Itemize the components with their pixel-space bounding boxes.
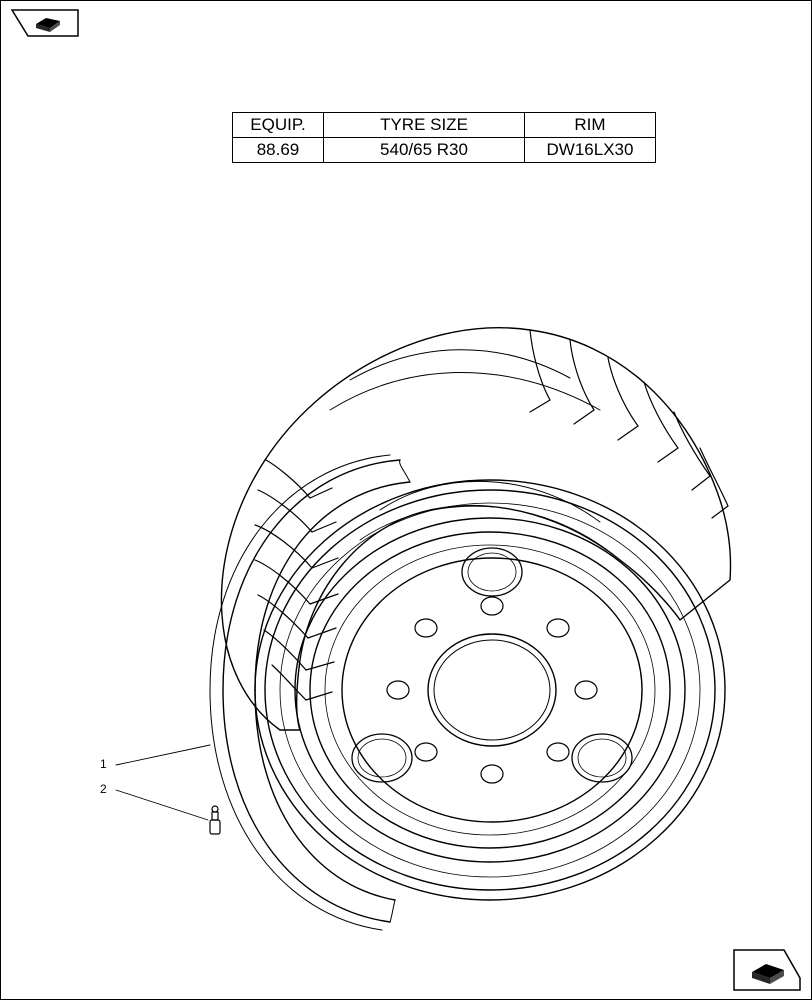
cell-rim: DW16LX30	[525, 138, 656, 163]
wheel-diagram: 1 2	[60, 260, 760, 940]
nav-next-icon[interactable]	[732, 948, 802, 992]
header-equip: EQUIP.	[233, 113, 324, 138]
cell-equip: 88.69	[233, 138, 324, 163]
header-tyre: TYRE SIZE	[324, 113, 525, 138]
header-rim: RIM	[525, 113, 656, 138]
spec-table: EQUIP. TYRE SIZE RIM 88.69 540/65 R30 DW…	[232, 112, 656, 163]
callout-1: 1	[100, 757, 107, 771]
table-header-row: EQUIP. TYRE SIZE RIM	[233, 113, 656, 138]
cell-tyre: 540/65 R30	[324, 138, 525, 163]
nav-prev-icon[interactable]	[10, 8, 80, 38]
table-row: 88.69 540/65 R30 DW16LX30	[233, 138, 656, 163]
callout-2: 2	[100, 782, 107, 796]
